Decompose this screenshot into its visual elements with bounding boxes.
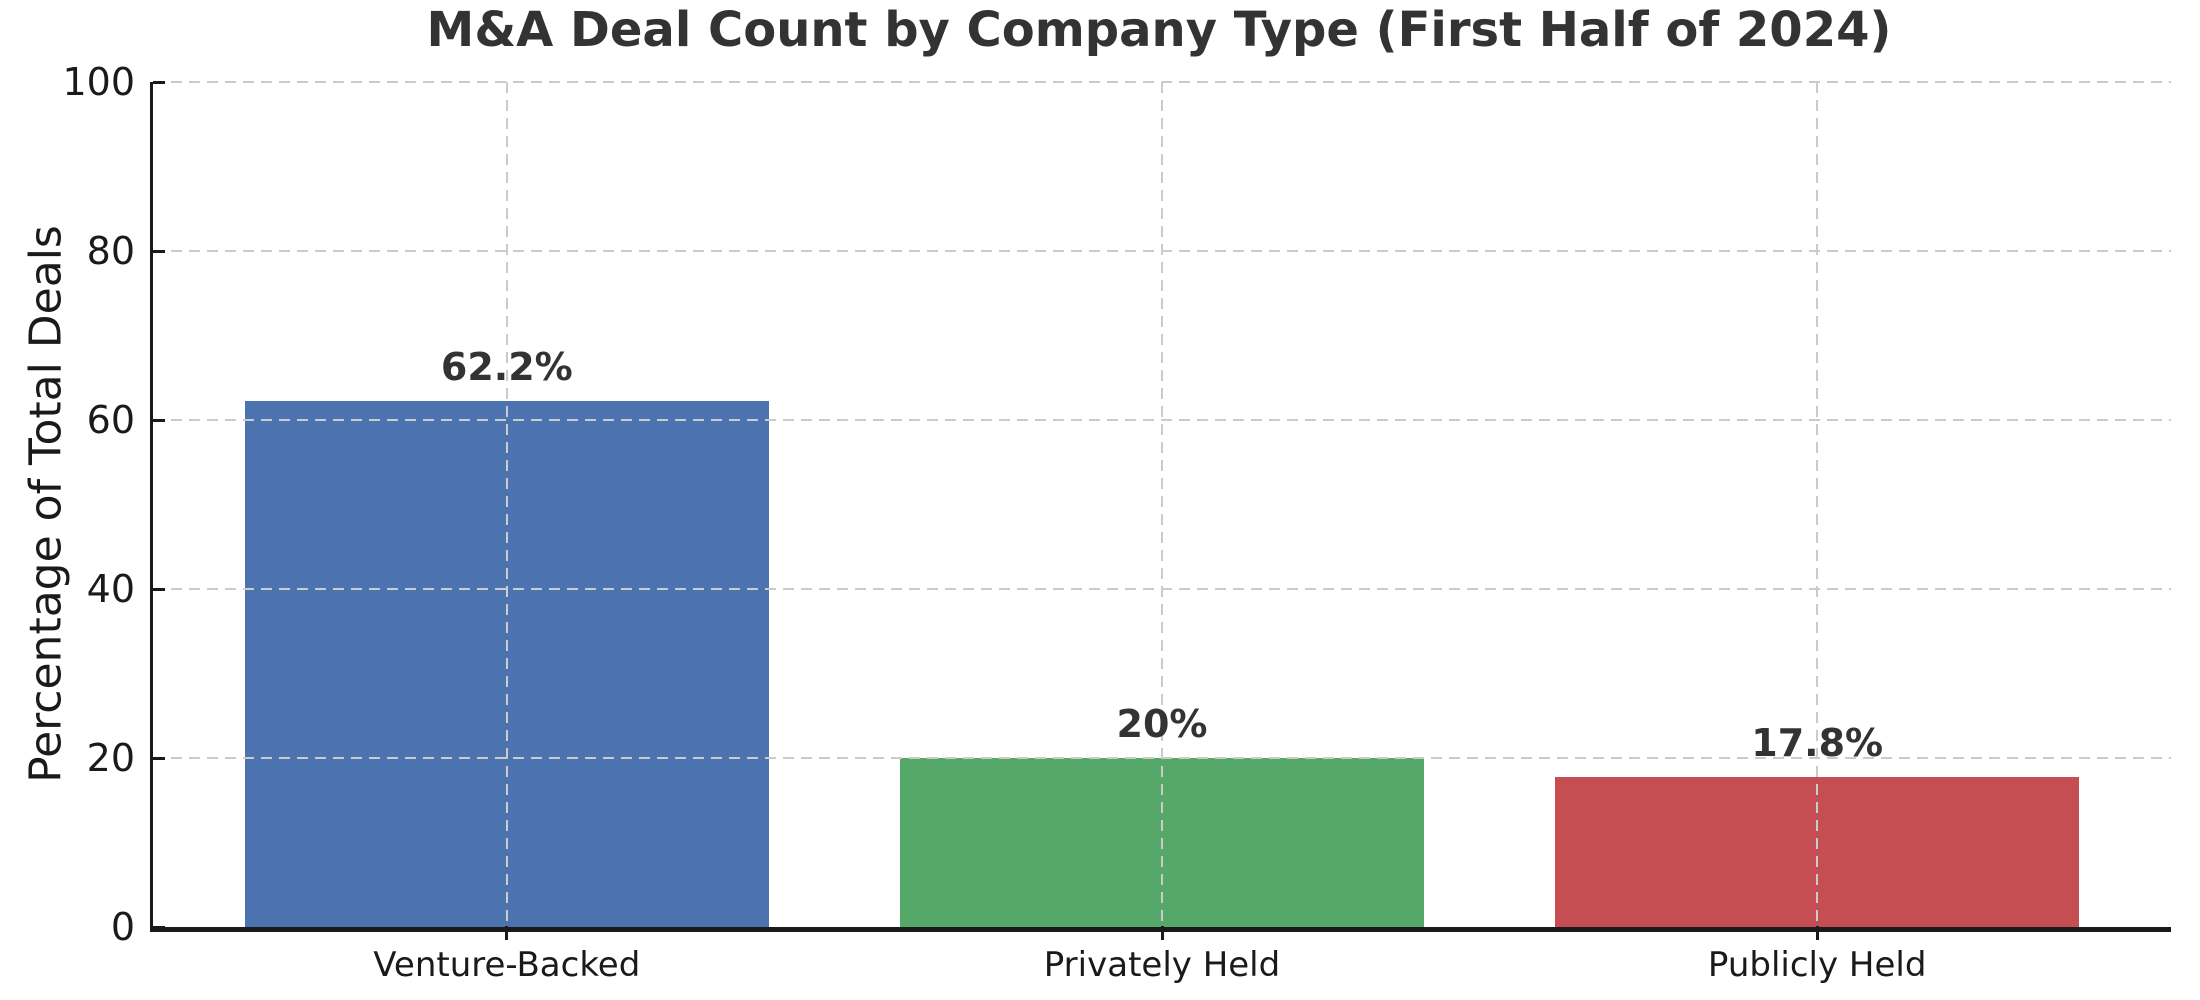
x-tick-mark-privately-held xyxy=(1160,926,1164,940)
value-label-venture-backed: 62.2% xyxy=(440,345,573,390)
x-tick-mark-publicly-held xyxy=(1815,926,1819,940)
x-tick-mark-venture-backed xyxy=(505,926,509,940)
y-tick-mark-60 xyxy=(153,418,165,422)
y-axis-label: Percentage of Total Deals xyxy=(20,225,72,783)
y-tick-mark-40 xyxy=(153,587,165,591)
v-gridline-venture-backed xyxy=(505,82,508,927)
y-tick-mark-0 xyxy=(153,925,165,929)
chart-title: M&A Deal Count by Company Type (First Ha… xyxy=(426,2,1892,58)
v-gridline-privately-held xyxy=(1161,82,1163,927)
y-tick-label-100: 100 xyxy=(62,60,135,104)
v-gridline-publicly-held xyxy=(1816,82,1819,927)
y-tick-mark-100 xyxy=(153,80,165,84)
y-tick-label-40: 40 xyxy=(86,567,135,611)
x-tick-label-publicly-held: Publicly Held xyxy=(1707,945,1927,985)
plot-area: 0 20 40 60 80 100 Venture-Backed Privately Held… xyxy=(62,60,2171,985)
y-tick-label-80: 80 xyxy=(86,229,135,273)
value-label-publicly-held: 17.8% xyxy=(1751,720,1884,765)
x-tick-label-privately-held: Privately Held xyxy=(1043,945,1281,985)
x-tick-label-venture-backed: Venture-Backed xyxy=(373,945,641,985)
y-tick-label-0: 0 xyxy=(110,905,135,949)
y-tick-label-60: 60 xyxy=(86,398,135,442)
y-tick-label-20: 20 xyxy=(86,736,135,780)
value-label-privately-held: 20% xyxy=(1116,702,1208,746)
y-tick-mark-20 xyxy=(153,756,165,760)
y-tick-mark-80 xyxy=(153,249,165,253)
